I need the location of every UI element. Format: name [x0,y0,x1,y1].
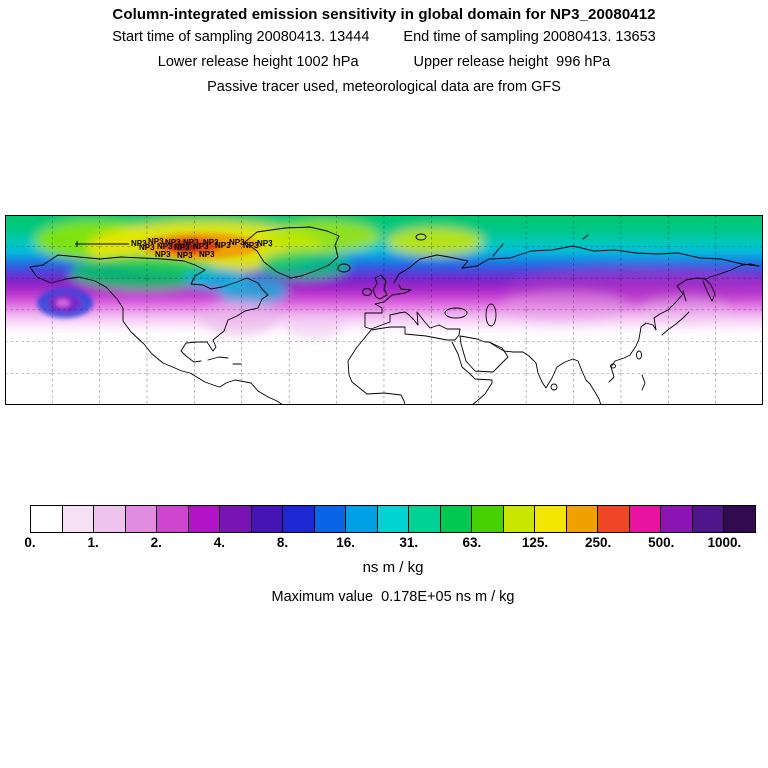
max-value-label: Maximum value 0.178E+05 ns m / kg [271,589,515,605]
receptor-label: NP3 [199,250,215,259]
graticule [5,215,763,405]
receptor-label: NP3 [203,238,219,247]
colorbar-cell [598,506,630,532]
receptor-label: NP3 [131,239,147,248]
upper-release-text: Upper release height 996 hPa [413,54,611,70]
colorbar-cell [661,506,693,532]
colorbar-tick-label: 1. [87,535,99,550]
colorbar-cell [283,506,315,532]
colorbar-tick-label: 16. [336,535,356,550]
colorbar-tick-label: 63. [462,535,482,550]
colorbar-cell [346,506,378,532]
release-heights-line: Lower release height 1002 hPa Upper rele… [0,54,768,70]
colorbar-cell [220,506,252,532]
receptor-label: NP3 [257,239,273,248]
colorbar-cell [409,506,441,532]
colorbar-cell [157,506,189,532]
receptor-label: NP3 [139,243,155,252]
receptor-labels: NP3 NP3 NP3 NP3 NP3 NP3 NP3 NP3 NP3 NP3 … [131,237,273,260]
colorbar-cell [535,506,567,532]
receptor-label: NP3 [148,237,164,246]
colorbar-tick-label: 0. [24,535,36,550]
map-border [5,215,763,405]
colorbar-cell [188,506,221,532]
colorbar-cell [440,506,473,532]
colorbar-tick-label: 31. [399,535,419,550]
colorbar-cell [94,506,126,532]
sampling-times-line: Start time of sampling 20080413. 13444 E… [0,29,768,45]
colorbar-cell [566,506,599,532]
colorbar-tick-label: 2. [150,535,162,550]
colorbar-cell [125,506,158,532]
sampling-end-text: End time of sampling 20080413. 13653 [403,29,656,45]
marker-line [75,241,129,247]
receptor-label: NP3 [183,238,199,247]
receptor-label: NP3 [174,243,190,252]
units-label: ns m / kg [362,559,424,576]
tracer-note-line: Passive tracer used, meteorological data… [0,79,768,95]
coastlines [29,226,760,405]
receptor-label: NP3 [243,241,259,250]
map-svg: NP3 NP3 NP3 NP3 NP3 NP3 NP3 NP3 NP3 NP3 … [5,215,763,405]
colorbar-cell [692,506,725,532]
receptor-label: NP3 [229,238,245,247]
sensitivity-field: NP3 NP3 NP3 NP3 NP3 NP3 NP3 NP3 NP3 NP3 … [5,215,763,405]
colorbar-cell [503,506,536,532]
colorbar-tick-label: 1000. [707,535,742,550]
colorbar-block: 0. 1. 2. 4. 8. 16. 31. 63. 125. 250. 500. 1000. ns … [24,505,756,605]
receptor-label: NP3 [165,238,181,247]
map-figure: NP3 NP3 NP3 NP3 NP3 NP3 NP3 NP3 NP3 NP3 … [5,215,763,405]
receptor-label: NP3 [157,242,173,251]
colorbar-cell [377,506,410,532]
colorbar-cell [251,506,284,532]
colorbar-ticks: 0. 1. 2. 4. 8. 16. 31. 63. 125. 250. 500. 1000. [24,535,756,555]
colorbar-cell [314,506,347,532]
colorbar-cell [724,506,755,532]
colorbar-tick-label: 4. [213,535,226,550]
colorbar-tick-label: 500. [648,535,675,550]
lower-release-text: Lower release height 1002 hPa [157,54,359,70]
receptor-label: NP3 [215,241,231,250]
colorbar [30,505,756,533]
receptor-label: NP3 [155,250,171,259]
colorbar-cell [62,506,95,532]
colorbar-cell [472,506,504,532]
colorbar-tick-label: 8. [276,535,289,550]
colorbar-tick-label: 250. [585,535,612,550]
colorbar-tick-label: 125. [521,535,549,550]
page-title: Column-integrated emission sensitivity i… [112,6,656,23]
tracer-note-text: Passive tracer used, meteorological data… [207,79,561,95]
colorbar-cell [629,506,662,532]
receptor-marker: NP3 NP3 NP3 NP3 NP3 NP3 NP3 NP3 NP3 NP3 … [75,237,273,260]
receptor-label: NP3 [193,242,209,251]
receptor-label: NP3 [177,251,193,260]
sampling-start-text: Start time of sampling 20080413. 13444 [112,29,370,45]
colorbar-cell [31,506,63,532]
